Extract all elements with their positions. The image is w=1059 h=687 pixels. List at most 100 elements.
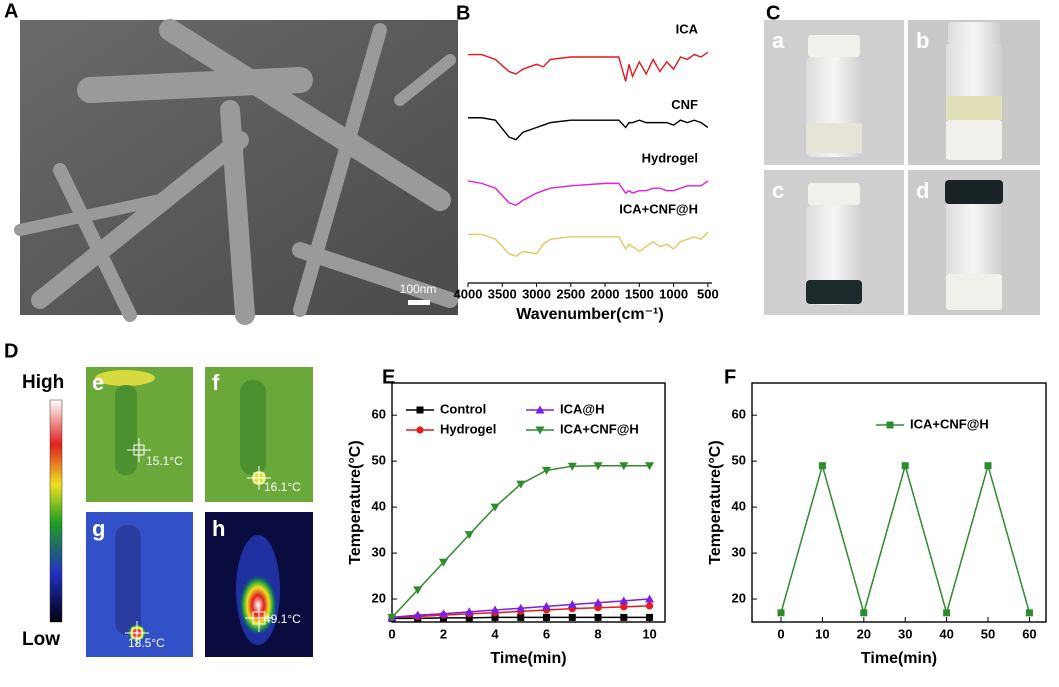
thermal-temp: 18.5°C [128,636,165,650]
series-line [468,231,709,258]
x-tick-label: 0 [777,626,784,641]
marker [620,603,628,611]
thermal-temp: 15.1°C [146,454,183,468]
y-axis-label: Temperature(°C) [347,440,364,564]
y-tick-label: 30 [372,544,386,559]
marker [645,602,654,610]
x-tick-label: 30 [898,626,912,641]
panel-label: D [4,340,18,362]
marker [439,609,449,618]
series-label: CNF [671,97,698,112]
legend-label: ICA+CNF@H [560,421,639,436]
y-tick-label: 20 [732,590,746,605]
marker [491,613,499,621]
y-tick-label: 30 [732,544,746,559]
legend-label: ICA+CNF@H [910,416,989,431]
x-axis-label: Wavenumber(cm⁻¹) [516,306,663,323]
series-label: ICA+CNF@H [619,201,698,216]
legend-marker [535,426,545,435]
marker [646,613,654,621]
series-line [780,462,1031,616]
scale-bar-label: 100nm [400,282,437,296]
x-axis-label: Time(min) [861,650,937,667]
marker [464,607,474,616]
marker [943,609,951,617]
panel-label: E [382,366,395,388]
marker [517,613,525,621]
panel-label: C [766,2,780,24]
marker [516,480,526,489]
plot-frame [751,382,1047,623]
colorbar-low: Low [22,629,60,650]
marker [567,462,577,471]
thermal-temp: 49.1°C [264,612,301,626]
y-tick-label: 50 [732,453,746,468]
marker [619,462,629,471]
thermal-label: f [212,370,220,395]
panel-label: F [724,366,736,388]
marker [901,462,909,470]
sem-image [14,19,458,325]
marker [465,614,473,622]
legend-label: Hydrogel [440,421,496,436]
marker [542,466,552,475]
colorbar-high: High [22,372,64,393]
y-tick-label: 50 [372,453,386,468]
marker [490,605,500,614]
x-tick-label: 0 [388,626,395,641]
marker [568,613,576,621]
marker [567,600,577,609]
x-tick-label: 50 [981,626,995,641]
marker [777,609,785,617]
x-tick-label: 1500 [625,286,654,301]
thermal-label: g [92,516,105,541]
x-tick-label: 60 [1022,626,1036,641]
thermal-label: h [212,516,225,541]
x-tick-label: 2000 [591,286,620,301]
x-tick-label: 10 [815,626,829,641]
x-tick-label: 6 [543,626,550,641]
plot-frame [391,382,666,623]
y-tick-label: 60 [732,407,746,422]
vial-label: d [916,178,929,203]
legend-marker [886,421,894,429]
x-tick-label: 2 [440,626,447,641]
x-tick-label: 3000 [522,286,551,301]
legend-marker [416,406,424,414]
x-tick-label: 10 [642,626,656,641]
thermal-images [49,367,313,657]
x-tick-label: 1000 [659,286,688,301]
marker [413,610,423,619]
x-axis-label: Time(min) [490,650,566,667]
marker [619,596,629,605]
x-tick-label: 8 [594,626,601,641]
marker [543,613,551,621]
marker [620,613,628,621]
x-tick-label: 4000 [454,286,483,301]
y-tick-label: 20 [372,590,386,605]
vial-photos [764,20,1040,315]
y-tick-label: 40 [732,499,746,514]
marker [542,601,552,610]
marker [818,462,826,470]
marker [387,613,397,622]
marker [594,613,602,621]
series-line [468,51,709,82]
marker [645,594,655,603]
marker [860,609,868,617]
marker [439,558,449,567]
x-tick-label: 500 [697,286,719,301]
panel-label: A [4,0,18,22]
y-axis-label: Temperature(°C) [707,440,724,564]
panel-label: B [456,2,470,24]
marker [516,603,526,612]
x-tick-label: 20 [857,626,871,641]
marker [1025,609,1033,617]
vial-label: b [916,28,929,53]
legend-marker [535,405,545,414]
marker [645,462,655,471]
marker [413,586,423,595]
marker [593,462,603,471]
series-label: ICA [676,22,699,37]
